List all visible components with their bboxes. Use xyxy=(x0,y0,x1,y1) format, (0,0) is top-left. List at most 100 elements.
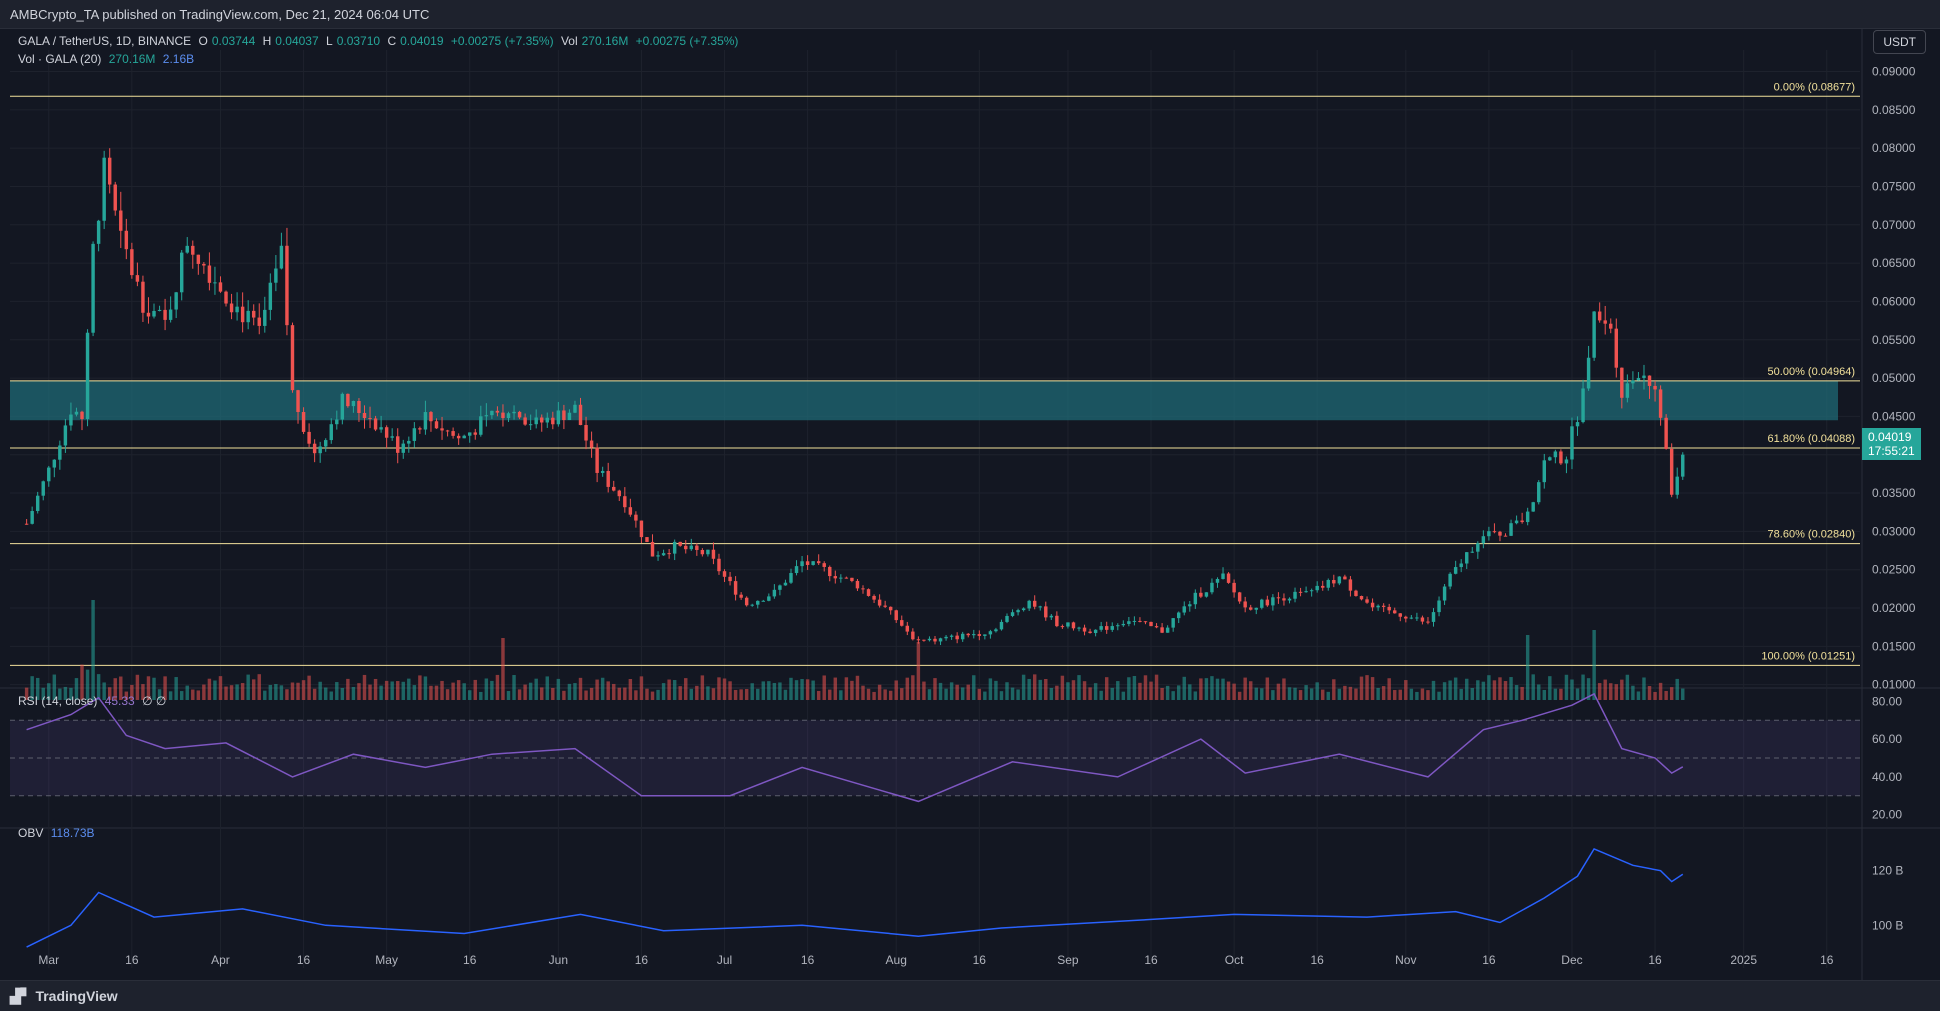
candle-body xyxy=(1260,599,1264,608)
candle-body xyxy=(540,417,544,423)
candle-body xyxy=(706,549,710,555)
volume-bar xyxy=(1642,677,1646,700)
volume-bar xyxy=(512,675,516,700)
fib-levels: 0.00% (0.08677) 50.00% (0.04964) 61.80% (0… xyxy=(10,81,1860,666)
candle-body xyxy=(1370,602,1375,608)
tradingview-logo[interactable]: ▟▘ TradingView xyxy=(10,988,118,1005)
volume-bar xyxy=(1498,677,1502,700)
candle-body xyxy=(639,520,644,538)
candle-body xyxy=(949,635,954,637)
candle-body xyxy=(767,596,771,601)
volume-bar xyxy=(113,678,117,700)
volume-bar xyxy=(1647,686,1652,700)
time-tick-label: 16 xyxy=(801,953,815,967)
volume-bar xyxy=(1276,683,1281,700)
candle-body xyxy=(1193,592,1198,605)
candle-body xyxy=(1620,367,1624,398)
volume-bar xyxy=(1404,680,1408,700)
currency-button[interactable]: USDT xyxy=(1873,30,1926,54)
volume-bar xyxy=(1232,683,1236,700)
volume-bar xyxy=(905,677,910,700)
candle-body xyxy=(490,410,494,416)
candle-body xyxy=(1448,573,1452,587)
candle-body xyxy=(1487,531,1491,537)
candle-body xyxy=(617,490,621,497)
vol-change-value: +0.00275 (+7.35%) xyxy=(635,34,739,48)
candle-body xyxy=(224,291,228,304)
candle-body xyxy=(612,486,616,491)
volume-bar xyxy=(379,685,383,700)
volume-bar xyxy=(1309,688,1314,700)
candle-body xyxy=(1221,573,1225,579)
volume-bar xyxy=(999,691,1004,700)
candle-body xyxy=(251,310,256,318)
volume-bar xyxy=(1315,682,1319,700)
volume-bar xyxy=(877,684,882,700)
volume-bar xyxy=(783,689,788,700)
high-value: 0.04037 xyxy=(275,34,319,48)
volume-bar xyxy=(534,678,538,700)
candle-body xyxy=(595,447,599,473)
rsi-legend[interactable]: RSI (14, close) 45.33 ∅ ∅ xyxy=(18,694,170,708)
fib-label: 100.00% (0.01251) xyxy=(1761,650,1855,662)
candle-body xyxy=(1276,597,1281,599)
candle-body xyxy=(1647,375,1652,386)
close-value: 0.04019 xyxy=(400,34,444,48)
candle-body xyxy=(1326,580,1330,588)
volume-bar xyxy=(966,684,970,700)
volume-bar xyxy=(451,682,455,700)
candle-body xyxy=(235,306,239,313)
candle-body xyxy=(695,545,699,550)
candle-body xyxy=(512,411,516,414)
volume-bar xyxy=(866,688,871,700)
candle-body xyxy=(1232,582,1236,593)
candle-body xyxy=(274,268,278,283)
volume-bar xyxy=(711,688,716,700)
volume-bar xyxy=(1293,687,1297,700)
current-price-tag: 0.04019 17:55:21 xyxy=(1862,428,1921,460)
symbol-title[interactable]: GALA / TetherUS, 1D, BINANCE xyxy=(18,34,192,48)
volume-bar xyxy=(672,680,677,700)
candle-body xyxy=(113,184,117,211)
volume-bar xyxy=(767,681,771,700)
candle-body xyxy=(672,541,677,554)
chart-canvas[interactable]: 0.00% (0.08677) 50.00% (0.04964) 61.80% (0… xyxy=(0,28,1940,980)
candle-body xyxy=(861,588,865,590)
time-tick-label: 16 xyxy=(1311,953,1325,967)
volume-bar xyxy=(434,685,439,700)
candle-body xyxy=(667,553,671,555)
volume-bar xyxy=(960,687,965,700)
candle-body xyxy=(434,421,439,429)
candle-body xyxy=(396,436,400,453)
candle-body xyxy=(955,635,959,640)
candle-body xyxy=(41,481,45,496)
top-bar: AMBCrypto_TA published on TradingView.co… xyxy=(0,0,1940,29)
volume-bar xyxy=(1044,678,1048,700)
volume-bar xyxy=(191,689,195,700)
candle-body xyxy=(1393,610,1397,614)
candle-body xyxy=(1337,576,1342,584)
candle-body xyxy=(1321,585,1325,588)
volume-bar xyxy=(196,690,201,700)
volume-bar xyxy=(1204,678,1209,700)
volume-bar xyxy=(368,684,372,700)
volume-bar xyxy=(1487,675,1491,700)
candle-body xyxy=(661,553,666,556)
volume-bar xyxy=(983,691,987,700)
candle-body xyxy=(1415,617,1419,619)
volume-bar xyxy=(501,638,505,700)
volume-bar xyxy=(1393,690,1397,700)
volume-bar xyxy=(213,680,217,700)
candle-body xyxy=(368,418,372,420)
volume-bar xyxy=(490,680,494,700)
obv-legend[interactable]: OBV 118.73B xyxy=(18,826,99,840)
volume-bar xyxy=(1116,681,1120,700)
obv-tick-label: 100 B xyxy=(1872,918,1903,932)
candle-body xyxy=(384,427,389,438)
volume-bar xyxy=(1077,675,1081,700)
candle-body xyxy=(1138,620,1142,622)
candle-body xyxy=(390,436,394,438)
volume-legend[interactable]: Vol · GALA (20) 270.16M 2.16B xyxy=(18,52,198,66)
candle-body xyxy=(761,600,766,602)
candle-body xyxy=(1210,582,1214,593)
